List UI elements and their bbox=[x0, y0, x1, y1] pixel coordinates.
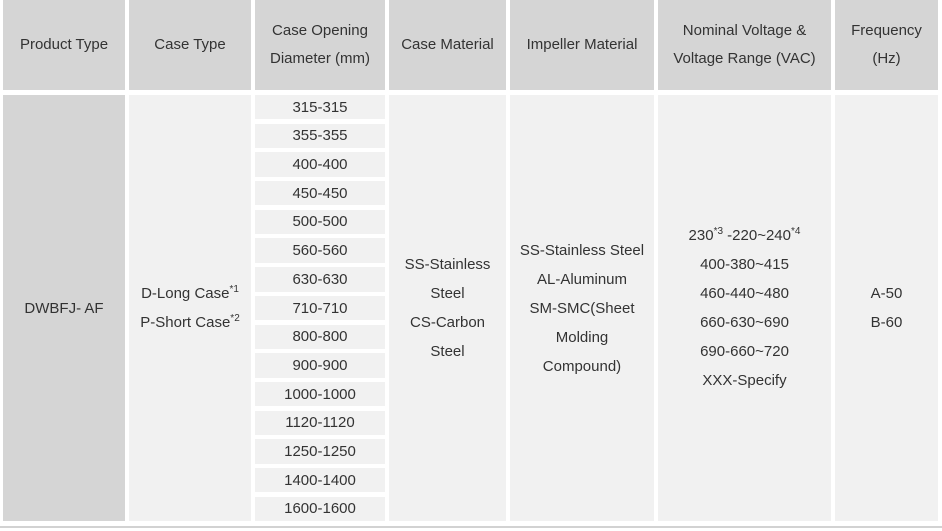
case-type-option: D-Long Case*1 bbox=[141, 284, 239, 303]
voltage-option: 230*3 -220~240*4 bbox=[688, 226, 801, 245]
cell-nominal-voltage: 230*3 -220~240*4 400-380~415 460-440~480 66… bbox=[658, 95, 831, 521]
voltage-option: 660-630~690 bbox=[700, 314, 789, 331]
spec-table: Product Type Case Type Case Opening Diam… bbox=[3, 0, 938, 522]
cell-case-type: D-Long Case*1 P-Short Case*2 bbox=[129, 95, 251, 521]
diameter-value: 560-560 bbox=[255, 238, 385, 263]
impeller-material-line: Compound) bbox=[542, 357, 622, 375]
diameter-value: 630-630 bbox=[255, 267, 385, 292]
cell-case-material: SS-Stainless Steel CS-Carbon Steel bbox=[389, 95, 506, 521]
diameter-value: 1250-1250 bbox=[255, 439, 385, 464]
diameter-value: 1400-1400 bbox=[255, 467, 385, 493]
cell-impeller-material: SS-Stainless Steel AL-Aluminum SM-SMC(Shee… bbox=[510, 95, 654, 521]
header-case-opening-diameter: Case Opening Diameter (mm) bbox=[255, 0, 385, 90]
header-case-material: Case Material bbox=[389, 0, 506, 90]
diameter-value: 800-800 bbox=[255, 324, 385, 349]
header-case-type: Case Type bbox=[129, 0, 251, 90]
cell-frequency: A-50 B-60 bbox=[835, 95, 938, 521]
impeller-material-line: SS-Stainless Steel bbox=[519, 241, 645, 259]
header-frequency: Frequency (Hz) bbox=[835, 0, 938, 90]
impeller-material-line: AL-Aluminum bbox=[536, 270, 628, 288]
bottom-divider bbox=[0, 526, 942, 528]
diameter-value: 315-315 bbox=[255, 95, 385, 120]
voltage-option: XXX-Specify bbox=[702, 372, 787, 389]
voltage-option: 400-380~415 bbox=[700, 256, 789, 273]
header-impeller-material: Impeller Material bbox=[510, 0, 654, 90]
diameter-value: 900-900 bbox=[255, 353, 385, 378]
case-material-line: CS-Carbon bbox=[409, 314, 486, 331]
product-type-value: DWBFJ- AF bbox=[24, 299, 104, 317]
header-nominal-voltage: Nominal Voltage & Voltage Range (VAC) bbox=[658, 0, 831, 90]
frequency-option: B-60 bbox=[870, 314, 903, 331]
cell-case-opening-diameter: 315-315 355-355 400-400 450-450 500-500 560-5… bbox=[255, 95, 385, 522]
diameter-value: 355-355 bbox=[255, 123, 385, 149]
cell-product-type: DWBFJ- AF bbox=[3, 95, 125, 521]
diameter-value: 1000-1000 bbox=[255, 381, 385, 407]
case-material-line: Steel bbox=[430, 343, 465, 360]
impeller-material-line: SM-SMC(Sheet bbox=[529, 299, 635, 317]
diameter-value: 1600-1600 bbox=[255, 496, 385, 522]
voltage-option: 690-660~720 bbox=[700, 343, 789, 360]
frequency-option: A-50 bbox=[870, 285, 903, 302]
case-material-line: Steel bbox=[430, 285, 465, 302]
impeller-material-line: Molding bbox=[555, 328, 609, 346]
diameter-value: 710-710 bbox=[255, 295, 385, 321]
diameter-value: 400-400 bbox=[255, 152, 385, 177]
header-product-type: Product Type bbox=[3, 0, 125, 90]
case-type-option: P-Short Case*2 bbox=[140, 313, 240, 332]
case-material-line: SS-Stainless bbox=[404, 256, 491, 273]
diameter-value: 1120-1120 bbox=[255, 410, 385, 435]
diameter-value: 450-450 bbox=[255, 181, 385, 206]
diameter-value: 500-500 bbox=[255, 209, 385, 235]
voltage-option: 460-440~480 bbox=[700, 285, 789, 302]
